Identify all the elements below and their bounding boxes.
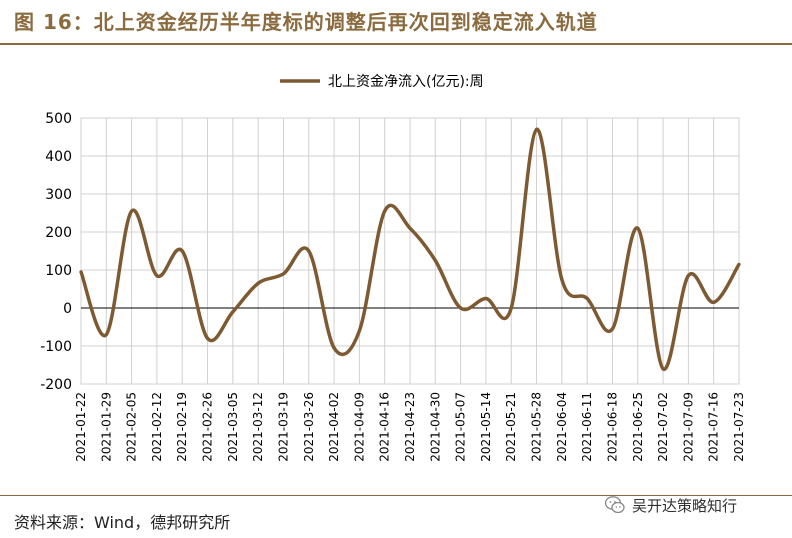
x-tick-label: 2021-03-12 bbox=[251, 392, 265, 462]
data-point bbox=[686, 274, 690, 278]
data-point bbox=[560, 277, 564, 282]
data-point bbox=[661, 367, 665, 371]
x-tick-label: 2021-07-16 bbox=[707, 392, 721, 462]
data-point bbox=[231, 310, 235, 314]
data-point bbox=[459, 306, 463, 310]
data-point bbox=[205, 336, 210, 340]
y-tick-label: -100 bbox=[40, 339, 72, 355]
x-tick-label: 2021-02-19 bbox=[175, 392, 189, 462]
x-tick-label: 2021-04-09 bbox=[352, 392, 366, 462]
data-point bbox=[79, 270, 83, 274]
y-tick-label: 200 bbox=[45, 225, 72, 241]
x-tick-label: 2021-05-28 bbox=[530, 392, 544, 462]
y-tick-label: 500 bbox=[45, 111, 72, 127]
wechat-watermark: 吴开达策略知行 bbox=[604, 494, 737, 516]
data-point bbox=[130, 209, 134, 213]
x-tick-label: 2021-02-26 bbox=[201, 392, 215, 462]
x-tick-label: 2021-05-21 bbox=[504, 392, 518, 462]
x-tick-label: 2021-05-14 bbox=[479, 392, 493, 462]
watermark-text: 吴开达策略知行 bbox=[632, 496, 738, 515]
data-point bbox=[712, 300, 716, 304]
legend: 北上资金净流入(亿元):周 bbox=[280, 74, 484, 90]
x-tick-label: 2021-01-29 bbox=[99, 392, 113, 462]
figure-title: 图 16：北上资金经历半年度标的调整后再次回到稳定流入轨道 bbox=[14, 10, 598, 34]
data-point bbox=[534, 127, 539, 131]
y-tick-label: -200 bbox=[40, 377, 72, 393]
data-point bbox=[610, 327, 615, 331]
series-line bbox=[79, 127, 741, 371]
series-group bbox=[79, 127, 741, 371]
x-tick-label: 2021-02-12 bbox=[150, 392, 164, 462]
x-tick-label: 2021-02-05 bbox=[125, 392, 139, 462]
data-point bbox=[636, 226, 640, 230]
source-note: 资料来源：Wind，德邦研究所 bbox=[14, 513, 231, 532]
x-tick-label: 2021-04-16 bbox=[378, 392, 392, 462]
data-point bbox=[737, 262, 741, 266]
wechat-icon bbox=[604, 496, 625, 514]
gridlines bbox=[80, 117, 740, 385]
data-point bbox=[256, 281, 260, 285]
data-point bbox=[104, 333, 108, 337]
data-point bbox=[281, 272, 286, 276]
x-tick-label: 2021-07-23 bbox=[732, 392, 746, 462]
data-point bbox=[484, 296, 488, 301]
data-point bbox=[509, 306, 513, 310]
x-tick-label: 2021-04-02 bbox=[327, 392, 341, 462]
y-tick-label: 100 bbox=[45, 263, 72, 279]
x-tick-label: 2021-05-07 bbox=[454, 392, 468, 462]
data-point bbox=[332, 346, 336, 350]
x-tick-label: 2021-03-05 bbox=[226, 392, 240, 462]
data-point bbox=[307, 249, 311, 253]
data-point bbox=[433, 258, 437, 263]
footer-divider bbox=[0, 495, 792, 496]
data-point bbox=[155, 274, 159, 278]
x-tick-label: 2021-03-26 bbox=[302, 392, 316, 462]
data-point bbox=[180, 249, 184, 253]
y-tick-label: 0 bbox=[63, 301, 72, 317]
data-point bbox=[357, 329, 361, 333]
x-axis-ticks: 2021-01-22 2021-01-29 2021-02-05 2021-02-12… bbox=[74, 392, 746, 462]
y-tick-label: 400 bbox=[45, 149, 72, 165]
x-tick-label: 2021-01-22 bbox=[74, 392, 88, 462]
x-tick-label: 2021-07-09 bbox=[681, 392, 695, 462]
x-tick-label: 2021-07-02 bbox=[656, 392, 670, 462]
data-point bbox=[408, 226, 412, 230]
y-tick-label: 300 bbox=[45, 187, 72, 203]
x-tick-label: 2021-03-19 bbox=[276, 392, 290, 462]
x-tick-label: 2021-06-25 bbox=[631, 392, 645, 462]
x-tick-label: 2021-06-04 bbox=[555, 392, 569, 462]
y-axis-ticks: -200 -100 0 100 200 300 400 500 bbox=[40, 111, 72, 393]
x-tick-label: 2021-06-18 bbox=[605, 392, 619, 462]
title-divider bbox=[0, 43, 792, 45]
x-tick-label: 2021-04-23 bbox=[403, 392, 417, 462]
x-tick-label: 2021-06-11 bbox=[580, 392, 594, 462]
data-point bbox=[585, 296, 589, 301]
legend-label: 北上资金净流入(亿元):周 bbox=[328, 74, 484, 90]
data-point bbox=[383, 209, 387, 213]
x-tick-label: 2021-04-30 bbox=[428, 392, 442, 462]
